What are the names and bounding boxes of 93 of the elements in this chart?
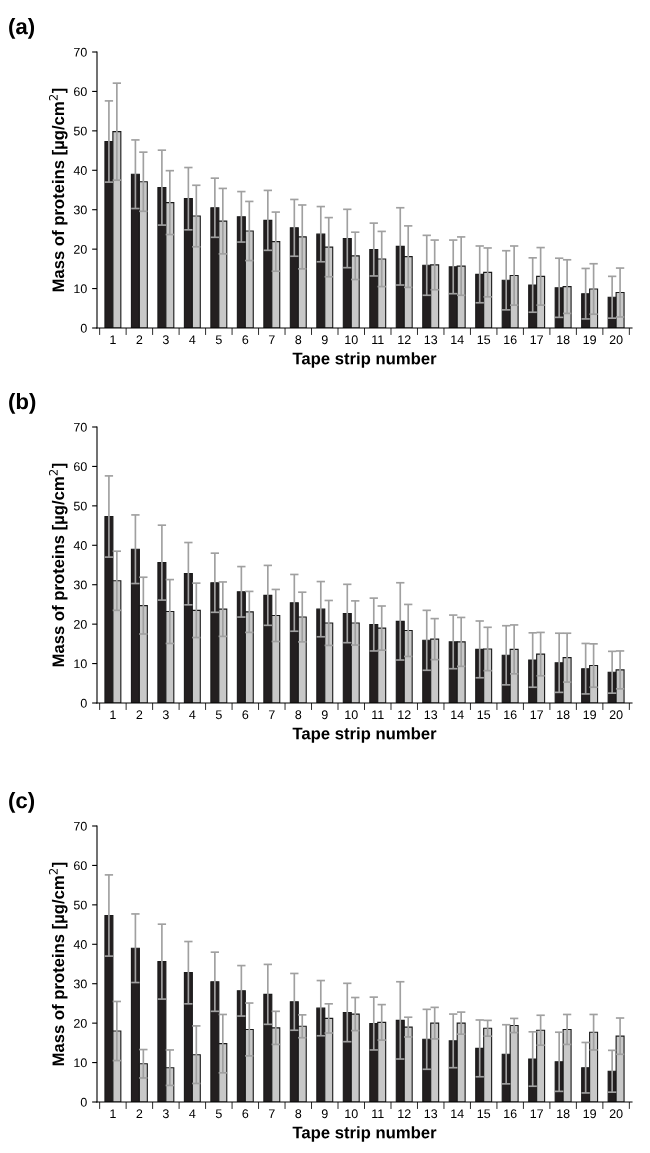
y-tick-label: 70	[74, 821, 87, 831]
y-tick-label: 10	[74, 284, 87, 294]
x-tick-label: 3	[162, 710, 169, 720]
x-tick-label: 13	[424, 710, 438, 720]
x-tick-label: 7	[268, 1109, 275, 1118]
x-tick-label: 17	[530, 1109, 543, 1118]
y-tick-label: 40	[73, 166, 87, 175]
y-axis-title: Mass of proteins [µg/cm$^{2}$]	[48, 88, 68, 292]
x-tick-label: 16	[504, 335, 517, 345]
x-tick-label: 11	[372, 710, 384, 719]
x-tick-label: 13	[424, 1109, 438, 1119]
x-axis-title: Tape strip number	[292, 1126, 437, 1142]
x-tick-label: 12	[398, 1109, 411, 1118]
x-tick-label: 1	[110, 710, 116, 719]
x-tick-label: 18	[557, 710, 570, 720]
x-tick-label: 5	[215, 710, 222, 720]
x-tick-label: 19	[583, 335, 596, 345]
x-tick-label: 9	[321, 335, 328, 345]
chart-title: (c)	[9, 792, 35, 813]
x-tick-label: 15	[477, 710, 491, 720]
x-tick-label: 16	[504, 1109, 517, 1119]
y-tick-label: 70	[74, 47, 87, 57]
y-tick-label: 60	[74, 87, 87, 97]
y-tick-label: 20	[74, 619, 87, 629]
x-tick-label: 15	[477, 1109, 491, 1119]
x-tick-label: 1	[110, 335, 116, 344]
x-tick-label: 19	[583, 710, 596, 720]
x-tick-label: 17	[530, 335, 543, 344]
x-tick-label: 1	[110, 1109, 116, 1118]
y-tick-label: 60	[74, 462, 87, 472]
y-tick-label: 30	[73, 205, 87, 215]
x-axis-title: Tape strip number	[292, 352, 437, 368]
x-tick-label: 7	[268, 335, 275, 344]
x-tick-label: 16	[504, 710, 517, 720]
y-tick-label: 30	[73, 580, 87, 590]
y-tick-label: 20	[74, 1018, 87, 1028]
x-tick-label: 8	[295, 1109, 302, 1119]
x-tick-label: 5	[215, 335, 222, 345]
x-tick-label: 8	[295, 710, 302, 720]
x-tick-label: 6	[242, 335, 249, 345]
x-tick-label: 6	[242, 710, 249, 720]
x-tick-label: 12	[398, 335, 411, 344]
x-tick-label: 14	[451, 710, 464, 719]
x-tick-label: 3	[162, 1109, 169, 1119]
x-tick-label: 7	[268, 710, 275, 719]
x-tick-label: 6	[242, 1109, 249, 1119]
y-tick-label: 20	[74, 244, 87, 254]
y-tick-label: 50	[73, 126, 87, 136]
y-tick-label: 50	[73, 900, 87, 910]
x-tick-label: 2	[136, 1109, 143, 1118]
x-tick-label: 20	[609, 1109, 623, 1119]
x-axis-title: Tape strip number	[292, 727, 437, 743]
x-tick-label: 9	[321, 1109, 328, 1119]
x-tick-label: 15	[477, 335, 491, 345]
x-tick-label: 9	[321, 710, 328, 720]
x-tick-label: 4	[189, 710, 196, 719]
y-tick-label: 10	[74, 659, 87, 669]
x-tick-label: 2	[136, 710, 143, 719]
y-tick-label: 50	[73, 501, 87, 511]
x-tick-label: 10	[345, 335, 358, 345]
x-tick-label: 17	[530, 710, 543, 719]
x-tick-label: 4	[189, 1109, 196, 1118]
x-tick-label: 8	[295, 335, 302, 345]
x-tick-label: 2	[136, 335, 143, 344]
x-tick-label: 3	[162, 335, 169, 345]
x-tick-label: 10	[345, 710, 358, 720]
x-tick-label: 18	[557, 335, 570, 345]
y-tick-label: 40	[73, 541, 87, 550]
y-axis-title: Mass of proteins [µg/cm$^{2}$]	[48, 463, 68, 667]
x-tick-label: 14	[451, 1109, 464, 1118]
y-tick-label: 70	[74, 422, 87, 432]
x-tick-label: 19	[583, 1109, 596, 1119]
chart-title: (b)	[9, 393, 36, 414]
y-tick-label: 0	[80, 1097, 87, 1107]
x-tick-label: 11	[372, 1109, 384, 1118]
x-tick-label: 4	[189, 335, 196, 344]
x-tick-label: 5	[215, 1109, 222, 1119]
y-tick-label: 60	[74, 861, 87, 871]
y-tick-label: 10	[74, 1058, 87, 1068]
x-tick-label: 18	[557, 1109, 570, 1119]
x-tick-label: 20	[609, 710, 623, 720]
x-tick-label: 13	[424, 335, 438, 345]
x-tick-label: 14	[451, 335, 464, 344]
y-axis-title: Mass of proteins [µg/cm$^{2}$]	[48, 862, 68, 1066]
x-tick-label: 12	[398, 710, 411, 719]
chart-title: (a)	[9, 18, 35, 39]
y-tick-label: 0	[80, 323, 87, 333]
x-tick-label: 20	[609, 335, 623, 345]
x-tick-label: 10	[345, 1109, 358, 1119]
x-tick-label: 11	[372, 335, 384, 344]
y-tick-label: 0	[80, 698, 87, 708]
y-tick-label: 30	[73, 979, 87, 989]
y-tick-label: 40	[73, 940, 87, 949]
